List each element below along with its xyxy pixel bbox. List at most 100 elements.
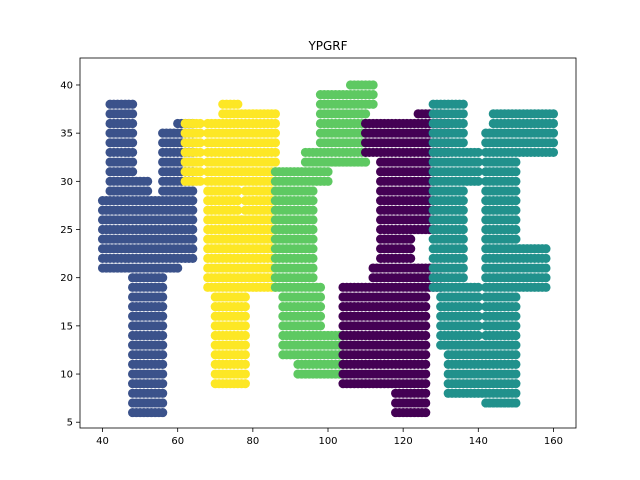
data-point bbox=[406, 254, 415, 263]
data-point bbox=[158, 398, 167, 407]
data-point bbox=[421, 379, 430, 388]
data-point bbox=[271, 119, 280, 128]
data-point bbox=[459, 186, 468, 195]
data-point bbox=[421, 408, 430, 417]
data-point bbox=[241, 302, 250, 311]
data-point bbox=[241, 369, 250, 378]
data-point bbox=[421, 312, 430, 321]
data-point bbox=[549, 148, 558, 157]
data-point bbox=[421, 389, 430, 398]
data-point bbox=[511, 215, 520, 224]
data-point bbox=[511, 177, 520, 186]
data-point bbox=[158, 273, 167, 282]
data-point bbox=[511, 167, 520, 176]
data-point bbox=[406, 244, 415, 253]
data-point bbox=[511, 379, 520, 388]
data-point bbox=[271, 148, 280, 157]
data-point bbox=[308, 263, 317, 272]
data-point bbox=[308, 235, 317, 244]
data-point bbox=[459, 254, 468, 263]
data-point bbox=[406, 235, 415, 244]
data-point bbox=[541, 254, 550, 263]
data-point bbox=[158, 360, 167, 369]
data-point bbox=[308, 186, 317, 195]
data-point bbox=[308, 273, 317, 282]
data-point bbox=[511, 350, 520, 359]
data-point bbox=[511, 292, 520, 301]
data-point bbox=[316, 292, 325, 301]
data-point bbox=[368, 100, 377, 109]
data-point bbox=[196, 148, 205, 157]
y-tick-label: 10 bbox=[60, 370, 73, 381]
data-point bbox=[511, 369, 520, 378]
data-point bbox=[196, 129, 205, 138]
data-point bbox=[549, 138, 558, 147]
data-point bbox=[188, 196, 197, 205]
data-point bbox=[158, 321, 167, 330]
data-point bbox=[271, 109, 280, 118]
data-point bbox=[421, 350, 430, 359]
data-point bbox=[316, 312, 325, 321]
data-point bbox=[511, 196, 520, 205]
data-point bbox=[241, 350, 250, 359]
x-tick-label: 140 bbox=[469, 436, 488, 447]
data-point bbox=[368, 90, 377, 99]
data-point bbox=[541, 283, 550, 292]
data-point bbox=[541, 273, 550, 282]
data-point bbox=[308, 225, 317, 234]
data-point bbox=[188, 215, 197, 224]
data-point bbox=[459, 215, 468, 224]
x-tick-label: 160 bbox=[544, 436, 563, 447]
y-tick-label: 30 bbox=[60, 177, 73, 188]
data-point bbox=[128, 100, 137, 109]
data-point bbox=[241, 331, 250, 340]
data-point bbox=[511, 235, 520, 244]
data-point bbox=[421, 302, 430, 311]
data-point bbox=[308, 215, 317, 224]
data-point bbox=[316, 321, 325, 330]
data-point bbox=[188, 244, 197, 253]
data-point bbox=[459, 119, 468, 128]
data-point bbox=[511, 312, 520, 321]
data-point bbox=[421, 292, 430, 301]
data-point bbox=[143, 177, 152, 186]
data-point bbox=[459, 244, 468, 253]
data-point bbox=[541, 263, 550, 272]
data-point bbox=[459, 138, 468, 147]
data-point bbox=[158, 341, 167, 350]
data-point bbox=[143, 186, 152, 195]
y-tick-label: 15 bbox=[60, 321, 73, 332]
data-point bbox=[188, 225, 197, 234]
chart-title: YPGRF bbox=[307, 39, 347, 53]
data-point bbox=[316, 283, 325, 292]
data-point bbox=[511, 321, 520, 330]
data-point bbox=[511, 186, 520, 195]
data-point bbox=[233, 100, 242, 109]
data-point bbox=[241, 292, 250, 301]
data-point bbox=[128, 157, 137, 166]
data-point bbox=[323, 167, 332, 176]
x-tick-label: 60 bbox=[171, 436, 184, 447]
data-point bbox=[511, 360, 520, 369]
data-point bbox=[361, 109, 370, 118]
data-point bbox=[323, 177, 332, 186]
data-point bbox=[511, 389, 520, 398]
data-point bbox=[308, 196, 317, 205]
data-point bbox=[158, 389, 167, 398]
data-point bbox=[459, 206, 468, 215]
data-point bbox=[241, 341, 250, 350]
data-point bbox=[316, 302, 325, 311]
y-tick-label: 35 bbox=[60, 129, 73, 140]
data-point bbox=[241, 360, 250, 369]
data-point bbox=[511, 331, 520, 340]
data-point bbox=[308, 244, 317, 253]
data-point bbox=[459, 109, 468, 118]
data-point bbox=[196, 138, 205, 147]
data-point bbox=[158, 292, 167, 301]
data-point bbox=[511, 206, 520, 215]
data-point bbox=[158, 312, 167, 321]
data-point bbox=[128, 129, 137, 138]
data-point bbox=[241, 321, 250, 330]
data-point bbox=[511, 157, 520, 166]
